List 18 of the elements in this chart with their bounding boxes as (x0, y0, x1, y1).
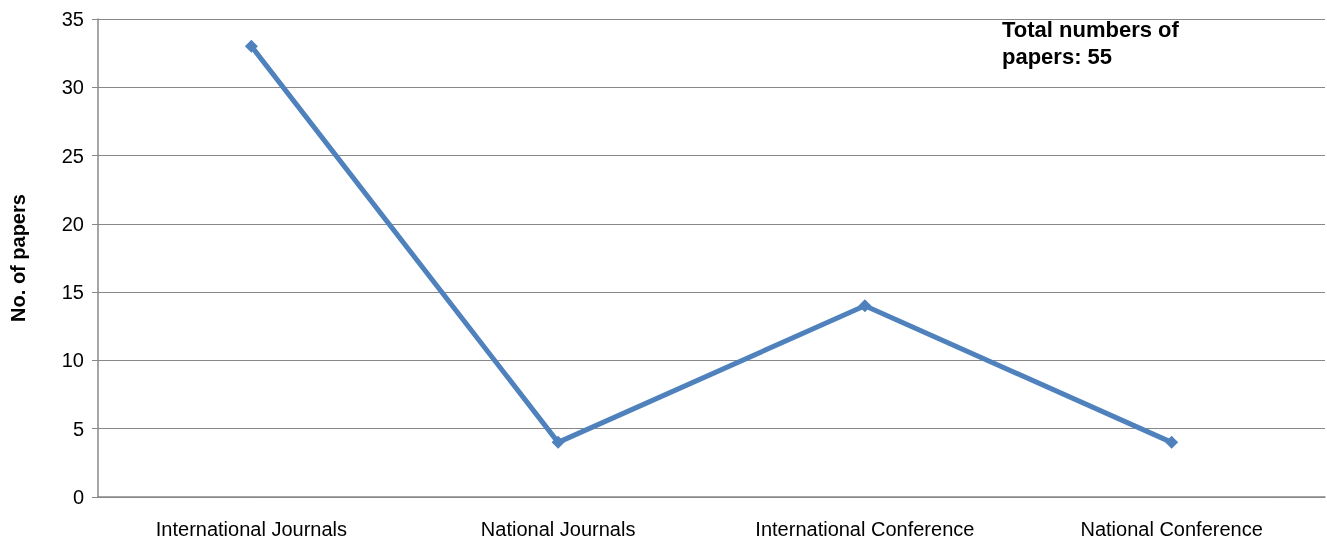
y-tick-label: 35 (61, 8, 84, 30)
point (858, 299, 872, 313)
x-tick-label: National Conference (1080, 518, 1263, 540)
y-tick-label: 25 (61, 144, 84, 167)
y-tick-label: 5 (72, 417, 84, 440)
x-tick-label: International Conference (755, 518, 975, 540)
point (1165, 435, 1179, 449)
point (551, 435, 565, 449)
x-tick-label: International Journals (155, 518, 347, 540)
annotation: Total numbers of papers: 55 (1002, 17, 1185, 69)
point (244, 39, 258, 53)
y-tick-label: 15 (61, 281, 84, 304)
y-axis-title: No. of papers (7, 194, 29, 322)
x-tick-label: National Journals (480, 518, 636, 540)
y-tick-label: 30 (61, 76, 84, 99)
y-tick-label: 0 (72, 486, 84, 508)
y-tick-label: 10 (61, 349, 84, 372)
y-tick-label: 20 (61, 212, 84, 235)
